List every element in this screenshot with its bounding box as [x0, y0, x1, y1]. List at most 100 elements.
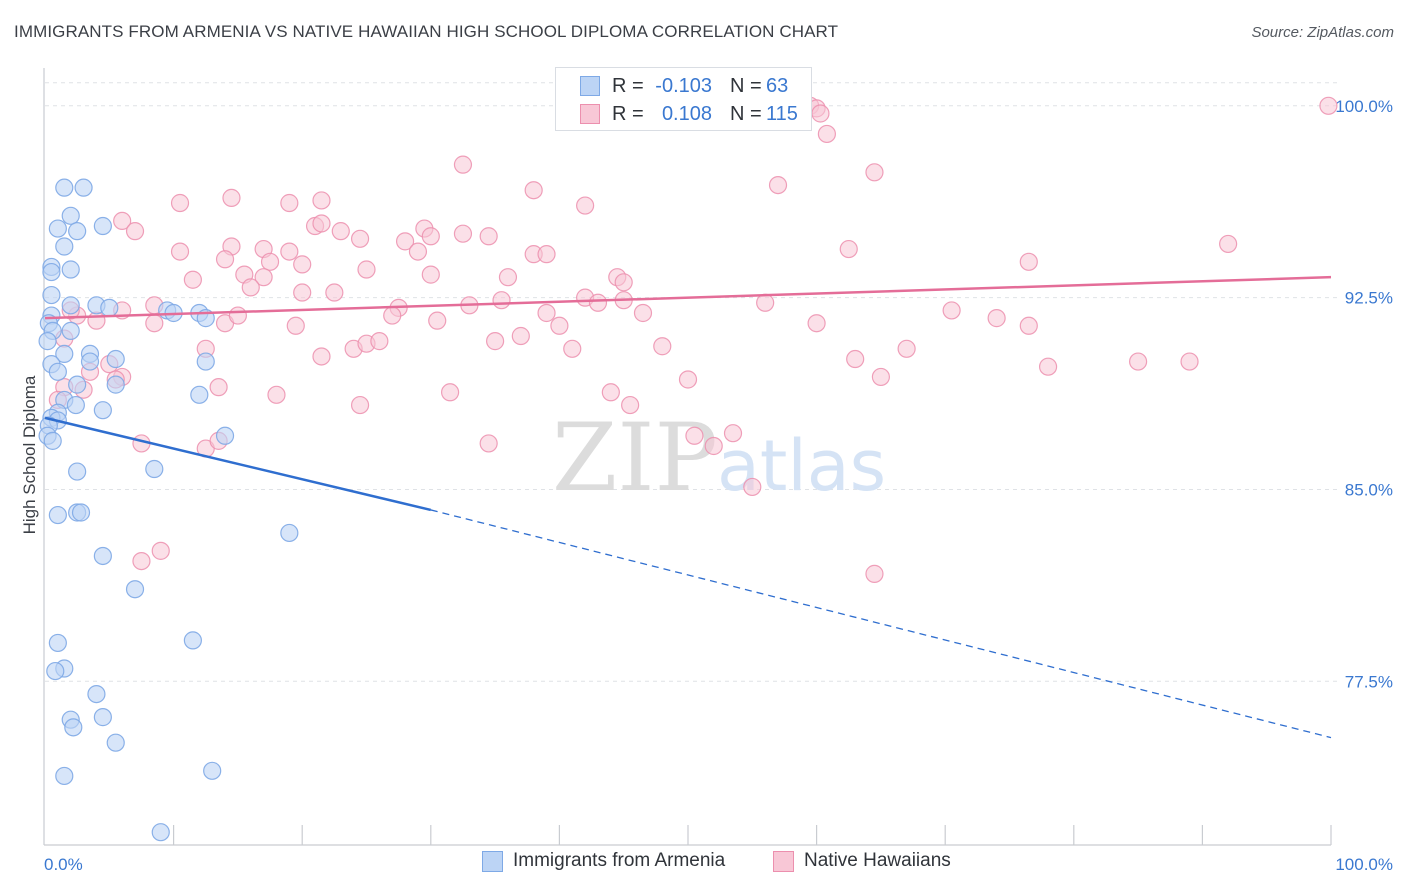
armenia-point — [125, 580, 145, 599]
armenia-point — [68, 375, 87, 394]
armenia-point — [64, 718, 83, 737]
native-hawaiians-point — [846, 349, 865, 369]
armenia-point — [48, 633, 67, 653]
armenia-point — [48, 362, 67, 381]
native-hawaiians-point — [170, 193, 190, 213]
native-hawaiians-point — [145, 314, 164, 333]
native-hawaiians-point — [241, 278, 260, 297]
native-hawaiians-point — [325, 283, 344, 302]
native-hawaiians-point — [1019, 252, 1038, 271]
axis-labels: 77.5% 85.0% 92.5% 100.0% 0.0% 100.0% — [44, 97, 1393, 874]
armenia-point — [100, 298, 119, 317]
armenia-point — [61, 206, 80, 225]
native-hawaiians-point — [807, 314, 826, 333]
axes — [43, 68, 1332, 846]
native-hawaiians-point — [621, 395, 640, 415]
native-hawaiians-point — [550, 316, 569, 335]
source-label: Source: ZipAtlas.com — [1251, 24, 1394, 41]
native-hawaiians-point — [228, 306, 247, 325]
r-value: -0.103 — [655, 74, 712, 97]
native-hawaiians-point — [942, 301, 961, 320]
native-hawaiians-point — [768, 175, 788, 195]
native-hawaiians-point — [492, 291, 511, 310]
native-hawaiians-point — [267, 385, 286, 404]
native-hawaiians-point — [498, 268, 518, 287]
armenia-point — [48, 219, 67, 238]
armenia-point — [42, 262, 61, 282]
native-hawaiians-point — [987, 309, 1006, 328]
native-hawaiians-point — [170, 242, 190, 261]
native-hawaiians-point — [614, 273, 633, 292]
armenia-legend-swatch — [482, 850, 503, 872]
armenia-point — [61, 296, 80, 315]
r-label: R = — [612, 102, 644, 125]
native-hawaiians-point — [254, 268, 273, 287]
native-hawaiians-point — [370, 332, 389, 351]
armenia-point — [48, 505, 67, 525]
native-hawaiians-point — [839, 239, 858, 259]
armenia-point — [61, 260, 80, 279]
native-hawaiians-point — [350, 229, 370, 248]
native-hawaiians-point — [685, 426, 704, 445]
n-label: N = — [730, 74, 762, 97]
native-hawaiians-point — [479, 227, 498, 246]
native-hawaiians-point — [511, 326, 530, 346]
native-hawaiians-point — [524, 181, 543, 200]
native-hawaiians-point — [897, 339, 916, 358]
n-label: N = — [730, 102, 762, 125]
native-hawaiians-point — [113, 211, 132, 231]
native-hawaiians-point — [865, 564, 884, 583]
native-hawaiians-point — [453, 224, 473, 243]
native-hawaiians-point — [183, 270, 202, 289]
armenia-point — [46, 661, 65, 681]
native-hawaiians-point — [215, 250, 235, 269]
y-tick-label: 92.5% — [1345, 289, 1393, 308]
r-value: 0.108 — [661, 102, 712, 125]
legend-label: Native Hawaiians — [804, 850, 951, 871]
native-hawaiians-point — [601, 383, 620, 402]
native-hawaiians-point — [293, 283, 312, 302]
armenia-trendline-extension — [430, 509, 1332, 739]
native-hawaiians-point — [678, 370, 698, 389]
native-hawaiians-point — [563, 339, 582, 358]
native-hawaiians-point — [479, 434, 498, 453]
native-hawaiians-point — [312, 191, 331, 210]
armenia-point — [106, 349, 125, 369]
y-tick-label: 77.5% — [1345, 672, 1393, 691]
r-label: R = — [612, 74, 644, 97]
native-hawaiians-point — [453, 155, 473, 174]
native-hawaiians-point — [280, 242, 299, 261]
series-legend: Immigrants from Armenia Native Hawaiians — [0, 850, 1406, 878]
hawaiians-legend-swatch — [773, 850, 794, 872]
legend-item-hawaiians[interactable]: Native Hawaiians — [773, 850, 951, 872]
y-tick-label: 100.0% — [1335, 97, 1393, 116]
armenia-point — [42, 285, 61, 305]
watermark-zip: ZIP — [552, 404, 718, 513]
native-hawaiians-point — [871, 367, 891, 387]
armenia-point — [55, 766, 74, 786]
native-hawaiians-point — [209, 378, 228, 397]
armenia-point — [80, 352, 100, 371]
native-hawaiians-point — [865, 163, 884, 182]
armenia-point — [93, 216, 112, 236]
legend-item-armenia[interactable]: Immigrants from Armenia — [482, 850, 725, 872]
armenia-point — [66, 395, 85, 415]
armenia-point — [55, 344, 74, 364]
legend-row-armenia: R = -0.103 N = 63 — [580, 73, 788, 99]
native-hawaiians-point — [576, 196, 595, 215]
armenia-point — [93, 401, 112, 420]
native-hawaiians-point — [743, 477, 762, 497]
native-hawaiians-point — [817, 124, 836, 144]
armenia-point — [71, 503, 91, 522]
native-hawaiians-point — [537, 245, 556, 264]
native-hawaiians-point — [383, 306, 402, 325]
native-hawaiians-point — [588, 293, 608, 312]
armenia-point — [74, 178, 93, 197]
armenia-point — [183, 631, 202, 650]
native-hawaiians-point — [280, 193, 299, 213]
armenia-point — [215, 426, 235, 445]
x-tick-label: 0.0% — [44, 855, 83, 874]
native-hawaiians-point — [704, 436, 723, 456]
armenia-point — [38, 332, 57, 351]
